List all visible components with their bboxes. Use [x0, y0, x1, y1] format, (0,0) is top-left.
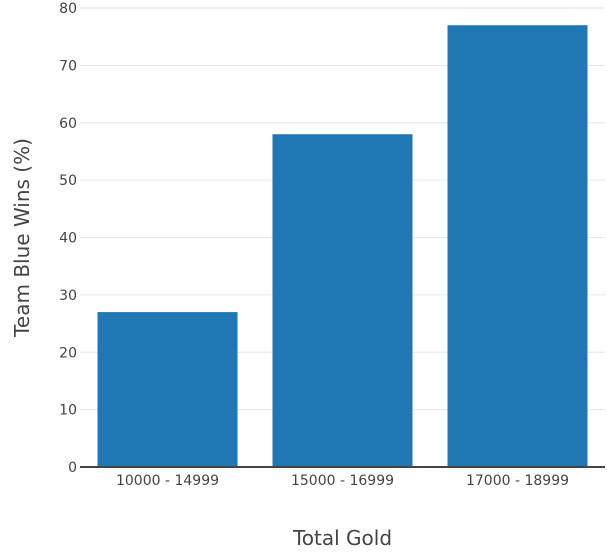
y-tick-label: 80: [59, 1, 77, 17]
y-tick-label: 20: [59, 345, 77, 361]
y-tick-label: 40: [59, 231, 77, 247]
x-tick-label: 10000 - 14999: [116, 473, 219, 489]
y-tick-labels: 0 10 20 30 40 50 60 70 80: [59, 1, 77, 476]
y-tick-label: 0: [68, 460, 77, 476]
bar[interactable]: [97, 312, 238, 467]
bars: [97, 25, 588, 468]
y-tick-label: 30: [59, 288, 77, 304]
y-tick-label: 50: [59, 173, 77, 189]
y-tick-label: 10: [59, 403, 77, 419]
x-axis-title: Total Gold: [292, 526, 392, 550]
x-tick-labels: 10000 - 14999 15000 - 16999 17000 - 18999: [116, 473, 569, 489]
x-tick-label: 15000 - 16999: [291, 473, 394, 489]
bar[interactable]: [272, 134, 413, 467]
x-tick-label: 17000 - 18999: [466, 473, 569, 489]
y-tick-label: 70: [59, 58, 77, 74]
bar[interactable]: [447, 25, 588, 468]
y-tick-label: 60: [59, 116, 77, 132]
y-axis-title: Team Blue Wins (%): [10, 138, 34, 338]
